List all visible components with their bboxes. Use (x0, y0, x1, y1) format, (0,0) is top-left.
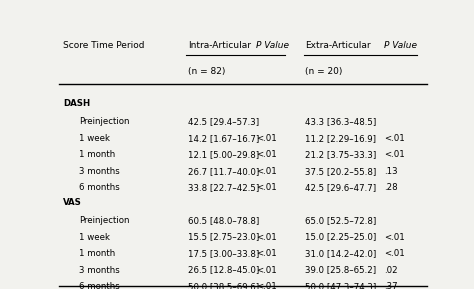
Text: 1 month: 1 month (80, 150, 116, 159)
Text: 26.5 [12.8–45.0]: 26.5 [12.8–45.0] (188, 266, 259, 275)
Text: Intra-Articular: Intra-Articular (188, 41, 251, 50)
Text: 14.2 [1.67–16.7]: 14.2 [1.67–16.7] (188, 134, 259, 143)
Text: 26.7 [11.7–40.0]: 26.7 [11.7–40.0] (188, 167, 259, 176)
Text: Score Time Period: Score Time Period (63, 41, 145, 50)
Text: 42.5 [29.6–47.7]: 42.5 [29.6–47.7] (305, 183, 376, 192)
Text: 15.5 [2.75–23.0]: 15.5 [2.75–23.0] (188, 233, 259, 242)
Text: P Value: P Value (256, 41, 289, 50)
Text: .02: .02 (384, 266, 398, 275)
Text: 17.5 [3.00–33.8]: 17.5 [3.00–33.8] (188, 249, 259, 258)
Text: 60.5 [48.0–78.8]: 60.5 [48.0–78.8] (188, 216, 259, 225)
Text: 6 months: 6 months (80, 282, 120, 289)
Text: <.01: <.01 (384, 134, 405, 143)
Text: <.01: <.01 (256, 266, 276, 275)
Text: <.01: <.01 (384, 249, 405, 258)
Text: <.01: <.01 (384, 233, 405, 242)
Text: P Value: P Value (384, 41, 417, 50)
Text: 65.0 [52.5–72.8]: 65.0 [52.5–72.8] (305, 216, 377, 225)
Text: 50.0 [38.5–69.6]: 50.0 [38.5–69.6] (188, 282, 259, 289)
Text: Preinjection: Preinjection (80, 216, 130, 225)
Text: 11.2 [2.29–16.9]: 11.2 [2.29–16.9] (305, 134, 376, 143)
Text: DASH: DASH (63, 99, 90, 108)
Text: Extra-Articular: Extra-Articular (305, 41, 371, 50)
Text: 21.2 [3.75–33.3]: 21.2 [3.75–33.3] (305, 150, 377, 159)
Text: <.01: <.01 (256, 183, 276, 192)
Text: <.01: <.01 (256, 249, 276, 258)
Text: <.01: <.01 (256, 167, 276, 176)
Text: 42.5 [29.4–57.3]: 42.5 [29.4–57.3] (188, 117, 259, 126)
Text: .28: .28 (384, 183, 398, 192)
Text: 15.0 [2.25–25.0]: 15.0 [2.25–25.0] (305, 233, 377, 242)
Text: <.01: <.01 (384, 150, 405, 159)
Text: 1 week: 1 week (80, 233, 110, 242)
Text: 12.1 [5.00–29.8]: 12.1 [5.00–29.8] (188, 150, 259, 159)
Text: 6 months: 6 months (80, 183, 120, 192)
Text: <.01: <.01 (256, 150, 276, 159)
Text: <.01: <.01 (256, 282, 276, 289)
Text: <.01: <.01 (256, 233, 276, 242)
Text: 31.0 [14.2–42.0]: 31.0 [14.2–42.0] (305, 249, 377, 258)
Text: 39.0 [25.8–65.2]: 39.0 [25.8–65.2] (305, 266, 376, 275)
Text: Preinjection: Preinjection (80, 117, 130, 126)
Text: 1 week: 1 week (80, 134, 110, 143)
Text: 3 months: 3 months (80, 167, 120, 176)
Text: 1 month: 1 month (80, 249, 116, 258)
Text: (n = 20): (n = 20) (305, 67, 343, 76)
Text: VAS: VAS (63, 198, 82, 207)
Text: 43.3 [36.3–48.5]: 43.3 [36.3–48.5] (305, 117, 377, 126)
Text: 50.0 [47.3–74.3]: 50.0 [47.3–74.3] (305, 282, 377, 289)
Text: (n = 82): (n = 82) (188, 67, 225, 76)
Text: .37: .37 (384, 282, 398, 289)
Text: 33.8 [22.7–42.5]: 33.8 [22.7–42.5] (188, 183, 259, 192)
Text: 37.5 [20.2–55.8]: 37.5 [20.2–55.8] (305, 167, 377, 176)
Text: 3 months: 3 months (80, 266, 120, 275)
Text: .13: .13 (384, 167, 398, 176)
Text: <.01: <.01 (256, 134, 276, 143)
